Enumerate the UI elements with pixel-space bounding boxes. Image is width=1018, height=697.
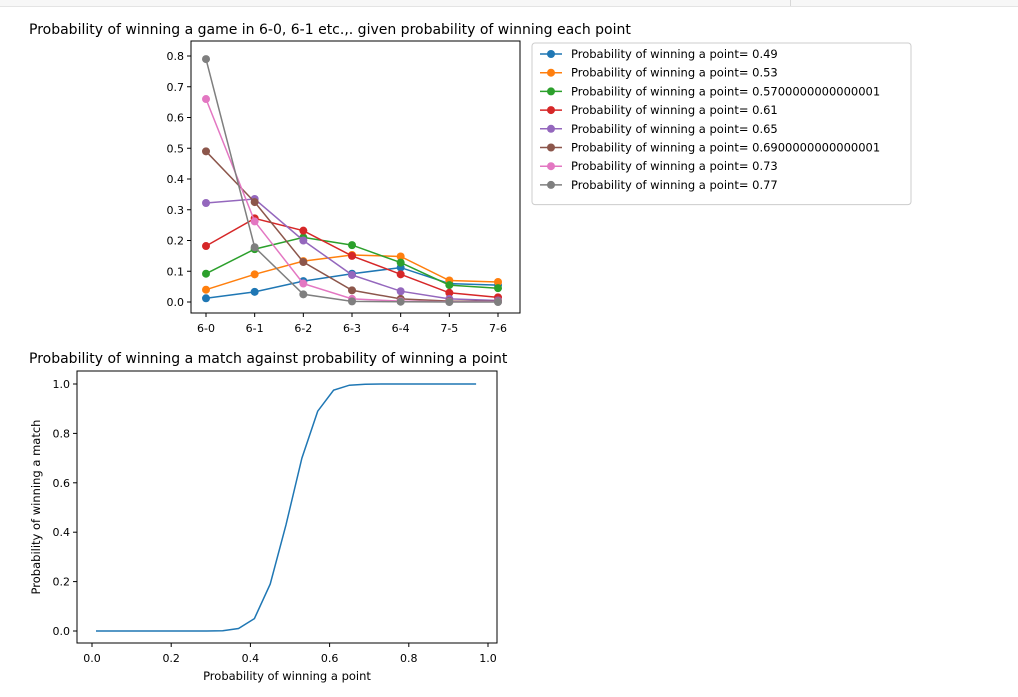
- chart1-legend-label: Probability of winning a point= 0.570000…: [571, 84, 880, 98]
- chart1-legend-marker: [547, 124, 555, 133]
- chart1-series-5-point: [202, 198, 210, 207]
- chart1-legend-label: Probability of winning a point= 0.53: [571, 66, 778, 80]
- chart2-x-axis-label: Probability of winning a point: [203, 669, 371, 683]
- chart2-x-tick-label: 1.0: [479, 652, 497, 665]
- chart1-legend-marker: [547, 180, 555, 189]
- chart1-series-7-point: [250, 217, 259, 226]
- chart2-title: Probability of winning a match against p…: [29, 351, 508, 367]
- chart1-y-tick-label: 0.8: [167, 50, 185, 63]
- chart1-series-6-point: [202, 147, 210, 156]
- chart1-x-tick-label: 6-4: [392, 322, 410, 335]
- chart1-y-tick-label: 0.6: [167, 112, 185, 125]
- chart2-y-tick-label: 0.4: [53, 526, 71, 539]
- chart1-legend-label: Probability of winning a point= 0.690000…: [571, 141, 880, 155]
- chart1-series-4-point: [299, 226, 308, 235]
- notebook-toolbar-strip: [0, 0, 1018, 7]
- chart1-series-6-point: [250, 198, 259, 207]
- chart1-x-tick-label: 6-0: [197, 322, 215, 335]
- chart1-game-score-probabilities: 0.0 0.1 0.2 0.3 0.4 0.5 0.6 0.7 0.8 6-0 6-1 6-2 6-3 6…: [167, 40, 912, 335]
- chart1-series-2-point: [202, 285, 210, 294]
- chart1-x-tick-label: 6-1: [246, 322, 264, 335]
- chart1-legend-marker: [547, 162, 555, 171]
- chart2-y-tick-label: 0.8: [53, 427, 71, 440]
- chart1-y-tick-label: 0.4: [167, 173, 185, 186]
- chart1-y-tick-label: 0.0: [167, 296, 185, 309]
- chart1-series-2-point: [396, 252, 405, 261]
- chart2-x-tick-label: 0.4: [242, 652, 260, 665]
- chart1-legend-label: Probability of winning a point= 0.65: [571, 122, 778, 136]
- chart1-series-5-point: [396, 287, 405, 296]
- chart1-y-tick-label: 0.3: [167, 204, 185, 217]
- chart1-series-1-point: [250, 287, 259, 296]
- chart2-y-tick-label: 0.0: [53, 625, 71, 638]
- chart1-series-3-point: [348, 241, 356, 250]
- chart2-plot-frame: [76, 370, 498, 644]
- chart1-x-tick-label: 6-2: [294, 322, 312, 335]
- chart1-legend-marker: [547, 50, 555, 58]
- chart2-x-tick-label: 0.6: [321, 652, 339, 665]
- chart1-x-tick-label: 7-6: [489, 322, 507, 335]
- chart1-legend-marker: [547, 68, 555, 77]
- chart1-series-3-point: [396, 258, 405, 267]
- chart1-series-3-point: [202, 269, 210, 278]
- chart1-series-3-point: [445, 281, 454, 290]
- chart1-legend-marker: [547, 143, 555, 152]
- chart1-legend-marker: [547, 106, 555, 115]
- chart1-plot-frame: [190, 40, 521, 314]
- chart1-series-8-point: [348, 297, 356, 306]
- chart1-x-tick-label: 7-5: [440, 322, 458, 335]
- chart1-y-tick-label: 0.5: [167, 142, 185, 155]
- chart1-x-tick-label: 6-3: [343, 322, 361, 335]
- chart1-series-8-point: [445, 298, 454, 306]
- chart1-series-8-point: [494, 298, 502, 306]
- chart1-series-8-point: [299, 290, 308, 299]
- chart1-y-tick-label: 0.1: [167, 265, 185, 278]
- chart1-series-6-point: [299, 258, 308, 267]
- chart1-series-4-point: [202, 242, 210, 251]
- chart2-x-tick-label: 0.8: [400, 652, 418, 665]
- chart1-legend-box: [531, 42, 912, 206]
- chart2-y-tick-label: 0.2: [53, 576, 71, 589]
- chart2-y-axis-label: Probability of winning a match: [29, 420, 43, 595]
- chart1-series-4-point: [396, 270, 405, 279]
- chart1-series-7-point: [202, 95, 210, 104]
- chart1-y-tick-label: 0.7: [167, 81, 185, 94]
- chart1-series-8-point: [250, 243, 259, 252]
- chart1-series-4-point: [348, 251, 356, 260]
- chart1-y-tick-label: 0.2: [167, 235, 185, 248]
- chart2-x-tick-label: 0.2: [162, 652, 180, 665]
- chart1-series-3-point: [494, 284, 502, 293]
- chart2-y-tick-label: 0.6: [53, 477, 71, 490]
- chart1-legend-label: Probability of winning a point= 0.77: [571, 178, 778, 192]
- chart1-series-6-point: [348, 286, 356, 295]
- chart1-series-1-point: [202, 294, 210, 303]
- chart1-series-2-point: [250, 270, 259, 279]
- chart1-series-5-point: [299, 236, 308, 245]
- chart1-series-2-point: [494, 278, 502, 287]
- chart1-legend-marker: [547, 87, 555, 96]
- chart1-legend-label: Probability of winning a point= 0.61: [571, 103, 778, 117]
- chart2-series-line: [96, 383, 477, 632]
- chart2-y-tick-label: 1.0: [53, 378, 71, 391]
- chart1-title: Probability of winning a game in 6-0, 6-…: [29, 22, 631, 38]
- chart2-x-tick-label: 0.0: [83, 652, 101, 665]
- chart1-legend-label: Probability of winning a point= 0.49: [571, 47, 778, 61]
- chart1-series-4-point: [445, 288, 454, 297]
- chart1-series-8-point: [202, 55, 210, 64]
- chart1-series-7-point: [299, 279, 308, 288]
- chart1-legend-label: Probability of winning a point= 0.73: [571, 159, 778, 173]
- toolbar-divider: [790, 0, 791, 6]
- chart1-series-8-point: [396, 297, 405, 306]
- chart1-series-5-point: [348, 270, 356, 279]
